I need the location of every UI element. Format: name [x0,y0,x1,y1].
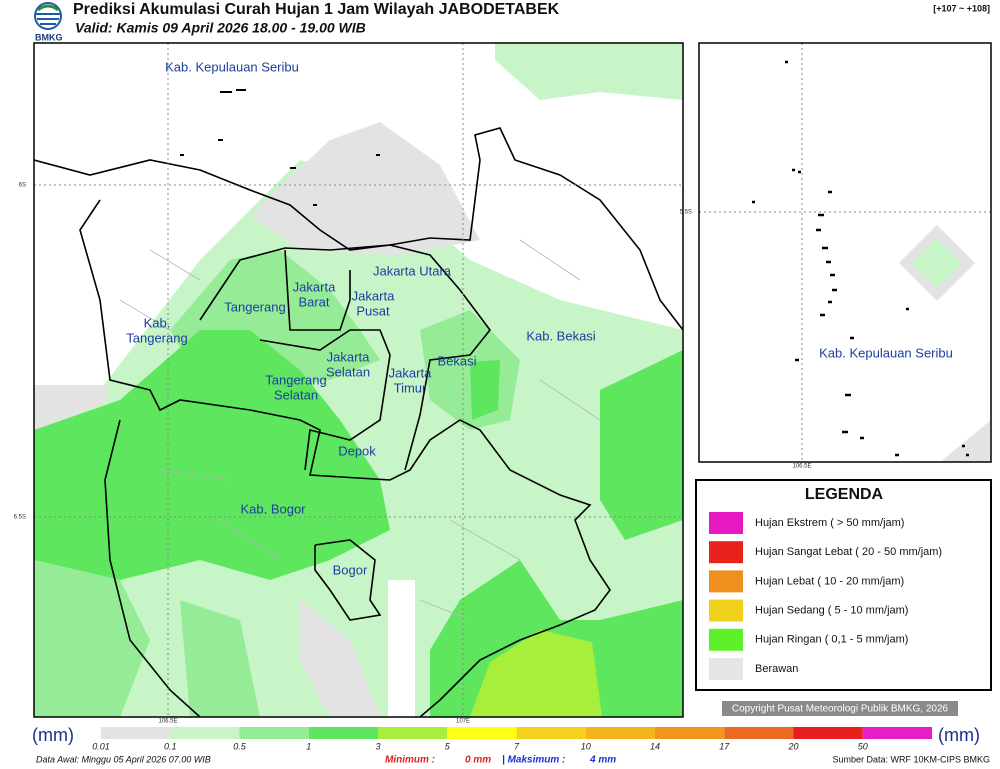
legend-label: Berawan [755,663,798,675]
region-label: Jakarta Utara [373,263,452,278]
colorbar-segment [585,727,655,739]
data-awal: Data Awal: Minggu 05 April 2026 07.00 WI… [36,754,211,764]
range: [+107 ~ +108] [933,3,990,13]
region-label: Pusat [356,303,390,318]
grid-label: 106.5E [158,719,177,725]
legend-swatch [709,628,743,651]
region-label: Jakarta [293,279,336,294]
legend-label: Hujan Ekstrem ( > 50 mm/jam) [755,517,904,529]
copyright-box [722,701,958,716]
colorbar-label: 17 [719,741,730,751]
title: Prediksi Akumulasi Curah Hujan 1 Jam Wil… [73,1,560,18]
region-label: Selatan [274,387,318,402]
source: Sumber Data: WRF 10KM-CIPS BMKG [832,754,990,764]
region-label: Timur [394,380,427,395]
region-label: Tangerang [126,330,187,345]
max-label: | Maksimum : [502,755,565,766]
inset-map: Kab. Kepulauan Seribu 5.5S 106.5E [680,42,992,470]
legend: LEGENDA Hujan Ekstrem ( > 50 mm/jam) Huja… [695,479,992,691]
unit-left: (mm) [32,725,74,745]
logo-text: BMKG [35,32,63,42]
max-value: 4 mm [589,755,616,766]
legend-swatch [709,512,743,534]
min-label: Minimum : [385,755,435,766]
min-value: 0 mm [465,755,491,766]
region-label: Bekasi [437,353,476,368]
region-label: Tangerang [224,299,285,314]
main-map: Kab. Kepulauan Seribu Jakarta Utara Jakart… [14,42,684,725]
region-label: Tangerang [265,372,326,387]
copyright: Copyright Pusat Meteorologi Publik BMKG,… [732,704,949,715]
subtitle: Valid: Kamis 09 April 2026 18.00 - 19.00… [75,20,366,36]
legend-title: LEGENDA [805,486,884,503]
colorbar-segment [378,727,448,739]
colorbar: 0.01 0.1 0.5 1 3 5 7 10 14 17 20 50 [92,727,932,751]
logo [34,2,62,30]
colorbar-label: 20 [787,741,798,751]
region-label: Jakarta [389,365,432,380]
unit-right: (mm) [938,725,980,745]
region-label: Kab. Bogor [240,501,306,516]
colorbar-segment [308,727,378,739]
legend-swatch [709,570,743,593]
legend-swatch [709,541,743,564]
colorbar-segment [724,727,794,739]
legend-swatch [709,658,743,680]
colorbar-segment [447,727,517,739]
colorbar-label: 0.5 [233,741,247,751]
colorbar-label: 10 [581,741,591,751]
colorbar-label: 14 [650,741,660,751]
legend-label: Hujan Sedang ( 5 - 10 mm/jam) [755,605,908,617]
colorbar-label: 5 [445,741,451,751]
grid-label: 5.5S [680,210,692,216]
grid-label: 6.5S [14,515,26,521]
colorbar-segment [239,727,309,739]
region-label: Bogor [333,562,368,577]
colorbar-label: 0.1 [164,741,177,751]
region-label: Kab. [144,315,171,330]
colorbar-label: 7 [514,741,520,751]
region-label: Jakarta [352,288,395,303]
inset-label: Kab. Kepulauan Seribu [819,345,953,360]
legend-swatch [709,599,743,622]
grid-label: 6S [19,183,26,189]
colorbar-segment [655,727,725,739]
colorbar-label: 50 [858,741,868,751]
region-label: Kab. Bekasi [526,328,595,343]
colorbar-segment [170,727,240,739]
colorbar-label: 1 [306,741,311,751]
legend-label: Hujan Lebat ( 10 - 20 mm/jam) [755,575,904,587]
colorbar-segment [516,727,586,739]
colorbar-label: 3 [375,741,380,751]
grid-label: 107E [456,719,470,725]
region-label: Selatan [326,364,370,379]
legend-label: Hujan Sangat Lebat ( 20 - 50 mm/jam) [755,546,942,558]
colorbar-segment [862,727,932,739]
legend-label: Hujan Ringan ( 0,1 - 5 mm/jam) [755,634,908,646]
region-label: Depok [338,443,376,458]
region-label: Barat [298,294,329,309]
colorbar-segment [793,727,863,739]
region-label: Kab. Kepulauan Seribu [165,59,299,74]
region-label: Jakarta [327,349,370,364]
colorbar-segment [101,727,171,739]
grid-label: 106.5E [792,464,811,470]
colorbar-label: 0.01 [92,741,110,751]
